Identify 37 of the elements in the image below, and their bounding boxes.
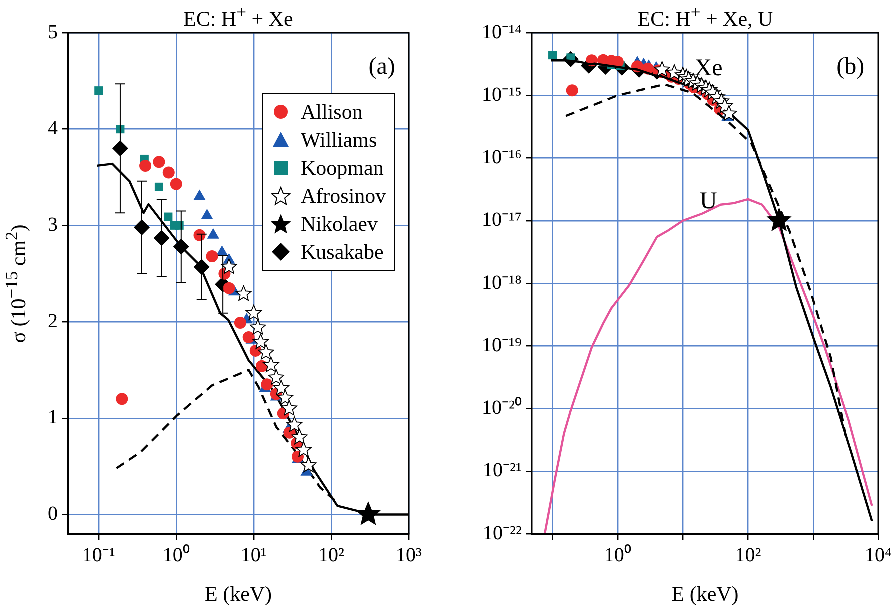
x-tick-label: 10²: [735, 544, 762, 566]
x-tick-label: 10⁰: [604, 543, 632, 566]
chart-title: EC: H$^{+}$ + Xe, U: [638, 2, 774, 32]
y-tick-label: 3: [48, 214, 58, 236]
annotation: (b): [836, 54, 865, 80]
y-tick-label: 10⁻²²: [482, 522, 522, 544]
x-tick-label: 10³: [396, 544, 422, 566]
x-tick-label: 10¹: [240, 544, 267, 566]
annotation: (a): [368, 54, 396, 80]
y-tick-label: 0: [48, 502, 58, 525]
legend-label: Nikolaev: [301, 212, 378, 236]
legend-label: Kusakabe: [301, 240, 384, 264]
y-tick-label: 10⁻¹⁸: [482, 272, 522, 294]
y-tick-label: 2: [48, 310, 58, 332]
x-tick-label: 10⁰: [162, 543, 190, 566]
annotation: U: [700, 188, 718, 215]
legend-label: Allison: [301, 100, 363, 124]
y-tick-label: 10⁻¹⁹: [482, 334, 522, 356]
chart-title: EC: H$^{+}$ + Xe: [184, 2, 294, 32]
x-axis-title: E (keV): [672, 582, 739, 607]
y-tick-label: 4: [48, 118, 58, 140]
x-tick-label: 10²: [318, 544, 344, 566]
legend-label: Koopman: [301, 156, 384, 180]
y-tick-label: 1: [48, 406, 58, 429]
y-tick-label: 10⁻¹⁵: [482, 84, 522, 106]
y-tick-label: 10⁻¹⁶: [482, 146, 522, 168]
x-tick-label: 10⁴: [865, 544, 892, 566]
annotation: Xe: [694, 55, 723, 82]
legend-label: Afrosinov: [301, 184, 386, 208]
y-tick-label: 10⁻¹⁷: [482, 209, 522, 232]
x-tick-label: 10⁻¹: [82, 544, 116, 566]
y-tick-label: 5: [48, 21, 58, 44]
y-tick-label: 10⁻²¹: [482, 460, 522, 482]
legend-label: Williams: [301, 128, 378, 152]
y-tick-label: 10⁻¹⁴: [482, 21, 522, 44]
y-tick-label: 10⁻²⁰: [482, 396, 522, 419]
x-axis-title: E (keV): [205, 582, 272, 607]
